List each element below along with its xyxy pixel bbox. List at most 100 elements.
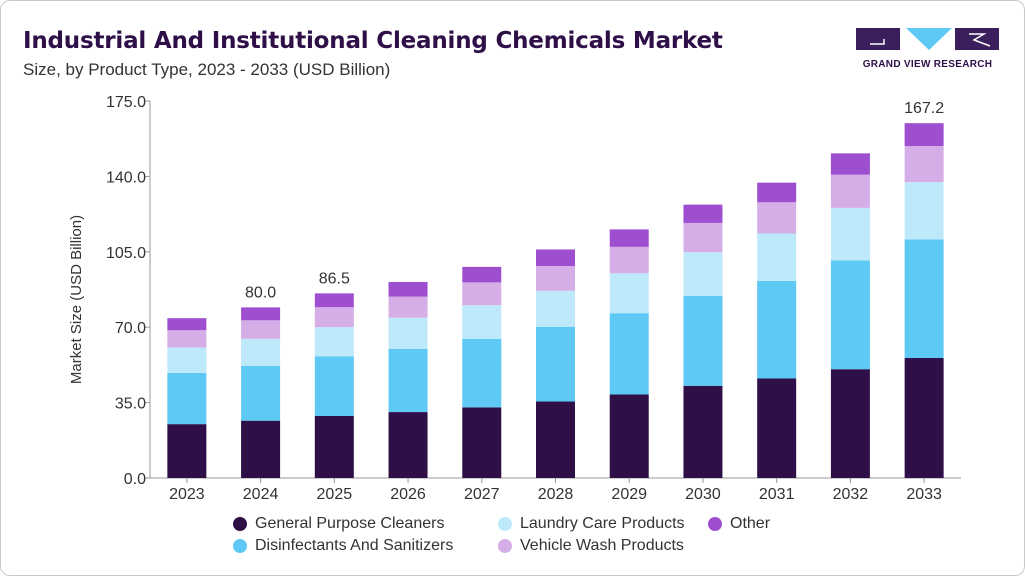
legend-item: Laundry Care Products	[498, 515, 708, 533]
y-tick-label: 140.0	[106, 169, 146, 186]
bar-segment	[314, 356, 354, 416]
chart-legend: General Purpose Cleaners Laundry Care Pro…	[233, 515, 828, 555]
bar-segment	[388, 281, 428, 297]
bar-segment	[609, 246, 649, 274]
x-tick-label: 2024	[243, 486, 279, 503]
legend-label: General Purpose Cleaners	[255, 515, 445, 532]
chart-subtitle: Size, by Product Type, 2023 - 2033 (USD …	[23, 60, 391, 79]
bar-segment	[683, 204, 723, 223]
x-tick-label: 2028	[538, 486, 574, 503]
bar-segment	[314, 327, 354, 357]
bar-segment	[757, 182, 797, 203]
legend-item: Vehicle Wash Products	[498, 537, 708, 555]
x-tick-label: 2033	[906, 486, 942, 503]
bar-segment	[609, 229, 649, 247]
legend-label: Vehicle Wash Products	[520, 537, 684, 554]
x-tick-label: 2027	[464, 486, 500, 503]
bar-segment	[830, 207, 870, 261]
bar-segment	[830, 260, 870, 370]
bar-segment	[167, 347, 207, 373]
y-tick-label: 70.0	[115, 320, 146, 337]
bar-segment	[757, 233, 797, 281]
bar-segment	[609, 273, 649, 314]
bar-segment	[167, 424, 207, 478]
y-tick-label: 105.0	[106, 245, 146, 262]
bar-segment	[241, 307, 281, 321]
legend-swatch	[233, 539, 247, 553]
bar-total-label: 80.0	[245, 284, 276, 301]
bar-segment	[462, 305, 502, 339]
x-tick-label: 2025	[317, 486, 353, 503]
bar-segment	[609, 394, 649, 478]
logo-text: GRAND VIEW RESEARCH	[862, 59, 993, 70]
bar-segment	[536, 401, 575, 478]
logo-v-mark	[906, 28, 952, 50]
bar-total-label: 167.2	[904, 100, 944, 117]
x-tick-label: 2029	[611, 486, 647, 503]
bar-segment	[683, 385, 723, 478]
legend-item: Other	[708, 515, 828, 533]
bar-segment	[683, 222, 723, 253]
legend-swatch	[708, 517, 722, 531]
bar-segment	[314, 293, 354, 308]
legend-label: Disinfectants And Sanitizers	[255, 537, 454, 554]
bar-segment	[388, 296, 428, 318]
y-axis-title: Market Size (USD Billion)	[68, 215, 85, 384]
bar-segment	[904, 239, 944, 359]
bar-segment	[683, 252, 723, 296]
bar-segment	[536, 249, 575, 267]
bar-segment	[241, 365, 281, 421]
y-tick-label: 0.0	[124, 471, 146, 488]
x-tick-label: 2031	[759, 486, 795, 503]
legend-item: Disinfectants And Sanitizers	[233, 537, 498, 555]
bar-segment	[536, 290, 575, 327]
bar-segment	[536, 266, 575, 291]
y-tick-label: 35.0	[115, 396, 146, 413]
bar-segment	[904, 358, 944, 478]
y-tick-label: 175.0	[106, 94, 146, 111]
x-tick-label: 2026	[390, 486, 426, 503]
logo-g-mark	[870, 39, 885, 45]
logo-block-g	[856, 28, 900, 50]
bar-segment	[167, 330, 207, 348]
legend-swatch	[498, 539, 512, 553]
bar-segment	[388, 317, 428, 349]
bar-segment	[683, 295, 723, 386]
grand-view-research-logo	[856, 28, 999, 50]
bar-segment	[830, 369, 870, 478]
bar-segment	[314, 415, 354, 478]
bar-segment	[536, 326, 575, 402]
bar-segment	[462, 407, 502, 478]
bar-segment	[241, 338, 281, 366]
bar-segment	[609, 313, 649, 395]
bar-segment	[830, 174, 870, 208]
x-tick-label: 2023	[169, 486, 205, 503]
bar-segment	[904, 182, 944, 240]
bar-segment	[388, 348, 428, 413]
legend-item: General Purpose Cleaners	[233, 515, 498, 533]
bar-segment	[757, 378, 797, 478]
bar-segment	[757, 280, 797, 379]
bar-total-label: 86.5	[319, 270, 350, 287]
bar-segment	[904, 146, 944, 183]
bar-segment	[757, 202, 797, 234]
legend-swatch	[233, 517, 247, 531]
bar-segment	[462, 338, 502, 408]
chart-title: Industrial And Institutional Cleaning Ch…	[23, 28, 723, 54]
legend-label: Other	[730, 515, 771, 532]
bar-segment	[314, 307, 354, 328]
bar-segment	[830, 153, 870, 175]
bar-segment	[241, 320, 281, 339]
bar-segment	[167, 318, 207, 331]
bar-segment	[462, 282, 502, 306]
bar-segment	[388, 412, 428, 478]
legend-label: Laundry Care Products	[520, 515, 685, 532]
bar-segment	[462, 266, 502, 283]
logo-r-mark	[969, 33, 991, 47]
bar-segment	[241, 420, 281, 478]
bar-segment	[904, 123, 944, 147]
x-tick-label: 2030	[685, 486, 721, 503]
bar-segment	[167, 372, 207, 425]
